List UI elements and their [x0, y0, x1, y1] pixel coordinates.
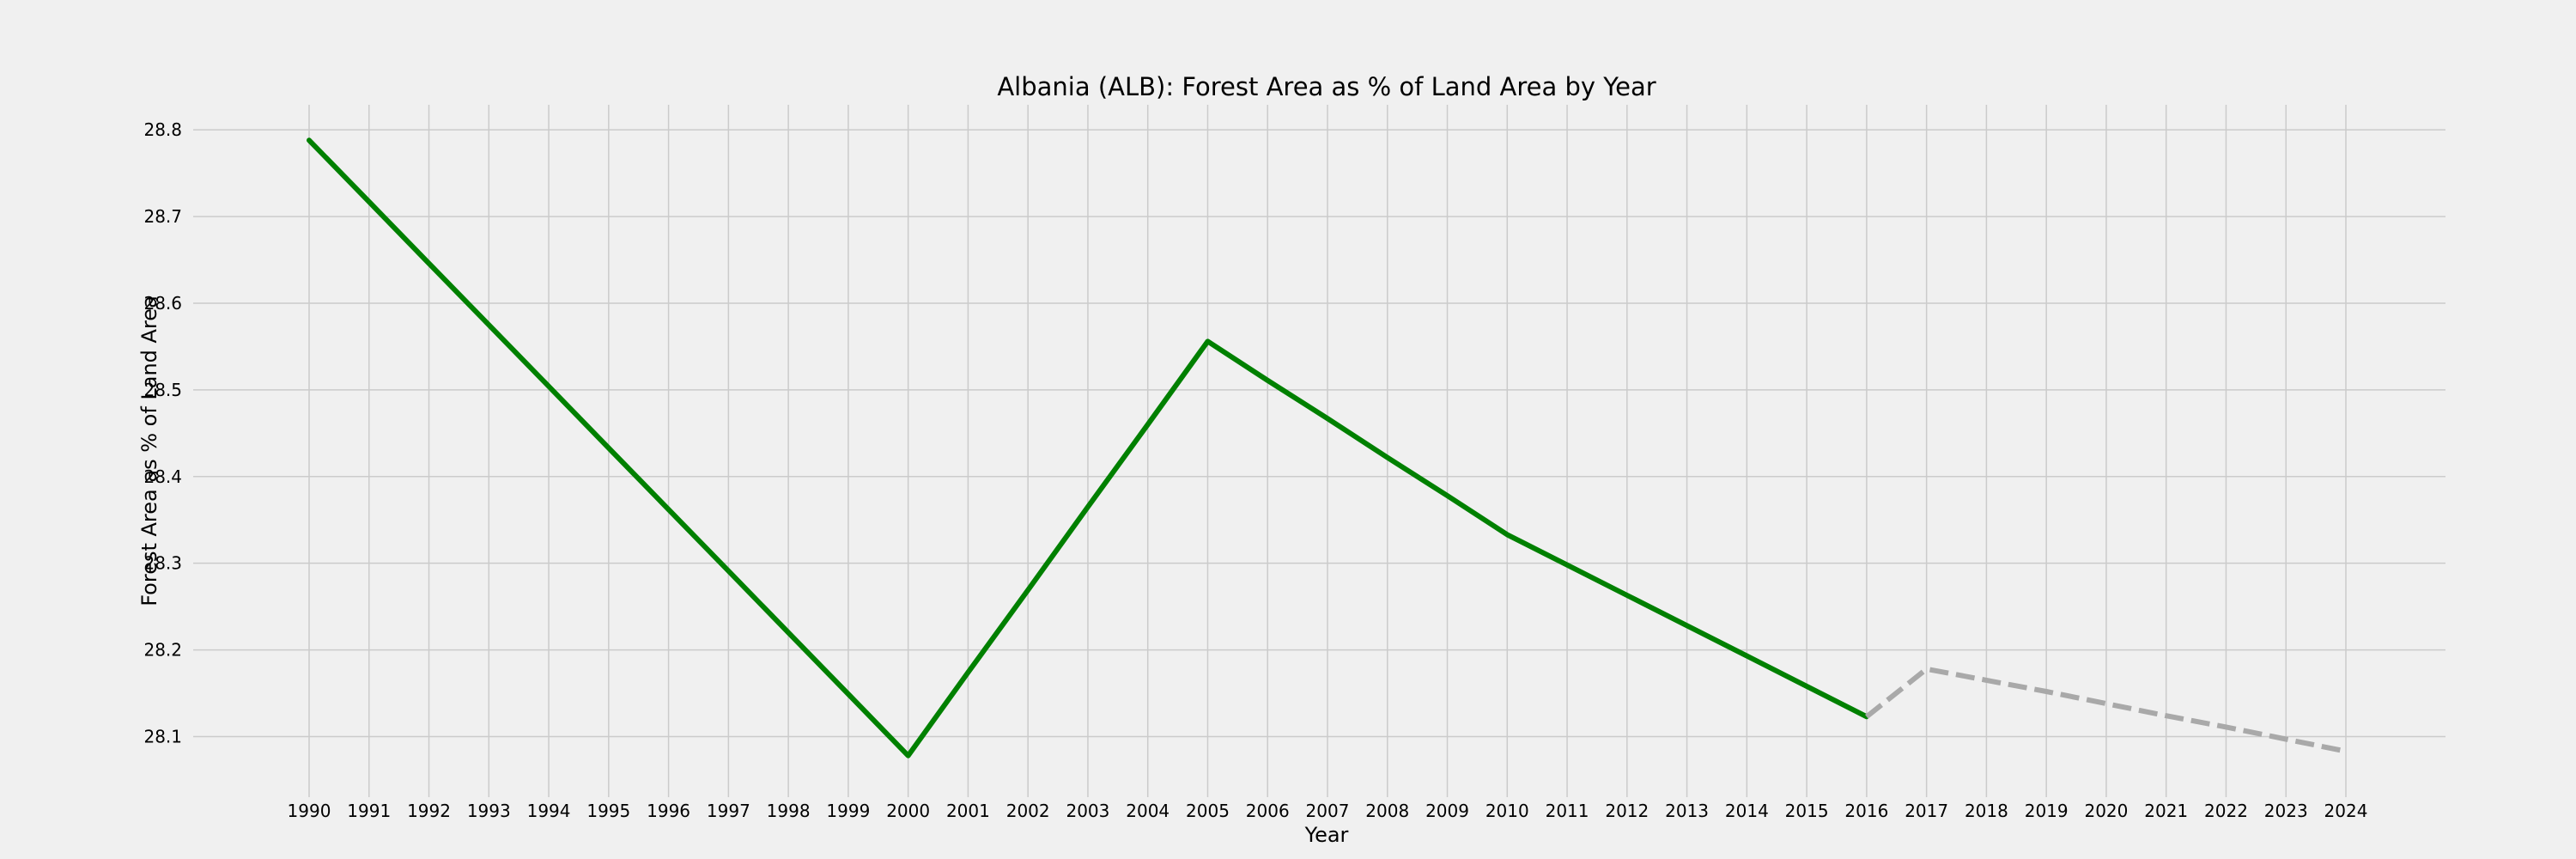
x-tick-label: 2024	[2324, 801, 2368, 821]
x-tick-label: 2001	[946, 801, 990, 821]
x-tick-label: 1999	[826, 801, 870, 821]
chart-title: Albania (ALB): Forest Area as % of Land …	[997, 72, 1656, 101]
x-tick-label: 2020	[2084, 801, 2128, 821]
x-tick-label: 2015	[1785, 801, 1829, 821]
x-tick-label: 1994	[527, 801, 571, 821]
x-tick-label: 2005	[1186, 801, 1230, 821]
x-tick-label: 1990	[288, 801, 331, 821]
y-axis-title: Forest Area as % of Land Area	[137, 295, 161, 606]
x-tick-label: 2003	[1066, 801, 1109, 821]
x-tick-label: 2023	[2264, 801, 2308, 821]
x-tick-label: 1996	[647, 801, 690, 821]
x-tick-label: 1991	[347, 801, 391, 821]
x-tick-label: 1993	[467, 801, 511, 821]
x-tick-label: 1992	[407, 801, 451, 821]
x-tick-label: 2011	[1546, 801, 1589, 821]
y-tick-label: 28.7	[143, 206, 182, 227]
y-tick-label: 28.4	[143, 466, 182, 487]
y-tick-labels: 28.1 28.2 28.3 28.4 28.5 28.6 28.7 28.8	[143, 119, 182, 746]
x-tick-label: 2021	[2144, 801, 2188, 821]
y-tick-label: 28.5	[143, 380, 182, 400]
x-tick-label: 2013	[1665, 801, 1709, 821]
historical-series-line	[307, 137, 1869, 758]
y-tick-label: 28.3	[143, 553, 182, 574]
series-group	[307, 137, 2347, 758]
x-tick-label: 2002	[1006, 801, 1050, 821]
x-tick-label: 1998	[767, 801, 811, 821]
y-tick-label: 28.6	[143, 293, 182, 314]
y-tick-label: 28.2	[143, 640, 182, 661]
x-tick-label: 2017	[1905, 801, 1948, 821]
x-tick-label: 2018	[1965, 801, 2008, 821]
x-tick-label: 2008	[1365, 801, 1409, 821]
x-tick-label: 2007	[1306, 801, 1350, 821]
y-tick-label: 28.1	[143, 726, 182, 746]
x-tick-label: 2004	[1126, 801, 1170, 821]
x-tick-label: 1995	[586, 801, 630, 821]
x-tick-labels: 1990 1991 1992 1993 1994 1995 1996 1997 1998 1999…	[288, 801, 2368, 821]
projected-series-line	[1865, 666, 2347, 754]
x-tick-label: 2012	[1605, 801, 1649, 821]
x-tick-label: 2019	[2025, 801, 2069, 821]
x-axis-title: Year	[1304, 823, 1349, 847]
y-tick-label: 28.8	[143, 119, 182, 140]
x-tick-label: 2010	[1485, 801, 1529, 821]
x-tick-label: 2014	[1725, 801, 1769, 821]
x-tick-label: 1997	[707, 801, 750, 821]
grid	[193, 105, 2445, 797]
x-tick-label: 2016	[1844, 801, 1888, 821]
x-tick-label: 2006	[1246, 801, 1290, 821]
x-tick-label: 2022	[2204, 801, 2248, 821]
x-tick-label: 2000	[886, 801, 930, 821]
x-tick-label: 2009	[1425, 801, 1469, 821]
